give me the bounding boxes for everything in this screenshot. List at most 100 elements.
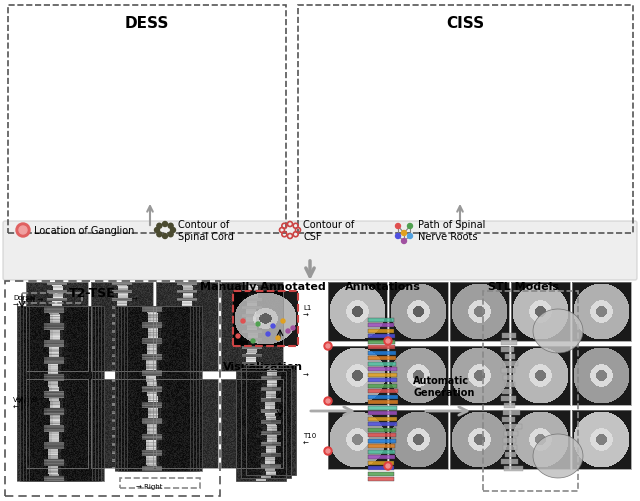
Bar — [156, 283, 218, 371]
Circle shape — [256, 322, 260, 326]
Circle shape — [326, 449, 330, 453]
Bar — [368, 449, 395, 453]
Bar — [120, 478, 200, 488]
Bar — [91, 283, 153, 371]
Circle shape — [384, 462, 392, 470]
Bar — [29, 307, 104, 481]
Bar — [389, 410, 448, 469]
Bar — [504, 382, 515, 387]
Bar — [124, 307, 199, 471]
Circle shape — [396, 234, 401, 239]
Bar — [328, 346, 387, 405]
Text: Location of Ganglion: Location of Ganglion — [34, 225, 134, 235]
Bar — [501, 459, 518, 464]
Text: Path of Spinal
Nerve Roots: Path of Spinal Nerve Roots — [418, 220, 485, 241]
Bar — [502, 361, 518, 366]
Bar — [17, 307, 92, 481]
Text: →: → — [132, 297, 138, 303]
Bar — [450, 410, 509, 469]
Bar — [368, 411, 397, 415]
Bar — [368, 367, 397, 371]
Circle shape — [271, 324, 275, 328]
Bar — [501, 396, 516, 401]
Circle shape — [168, 224, 173, 229]
Bar — [368, 460, 394, 464]
Bar — [505, 354, 515, 359]
Bar — [368, 466, 394, 470]
Polygon shape — [533, 434, 583, 478]
Bar — [127, 307, 202, 471]
Bar — [504, 466, 523, 471]
Bar — [328, 410, 387, 469]
Bar — [368, 428, 396, 432]
Circle shape — [157, 232, 162, 237]
Bar — [91, 379, 153, 468]
Bar — [500, 340, 517, 345]
Text: L1
→: L1 → — [303, 305, 312, 318]
Text: Ventral
←: Ventral ← — [13, 397, 38, 410]
Bar — [23, 307, 98, 481]
Bar — [368, 378, 397, 382]
Bar — [501, 347, 514, 352]
Bar — [246, 365, 296, 475]
Bar — [483, 292, 578, 491]
Circle shape — [163, 222, 168, 227]
Circle shape — [19, 226, 27, 234]
Bar — [368, 329, 394, 333]
Text: Contour of
CSF: Contour of CSF — [303, 220, 355, 241]
Bar — [511, 346, 570, 405]
Bar — [368, 384, 397, 388]
Circle shape — [401, 231, 406, 236]
Circle shape — [168, 232, 173, 237]
Text: Manually Annotated: Manually Annotated — [200, 282, 326, 292]
Bar — [505, 452, 516, 457]
Bar — [20, 307, 95, 481]
Text: DESS: DESS — [125, 16, 169, 31]
Circle shape — [291, 326, 295, 330]
Text: →: → — [303, 372, 309, 378]
Bar — [389, 283, 448, 341]
Bar — [389, 346, 448, 405]
Bar — [450, 283, 509, 341]
Circle shape — [16, 223, 30, 237]
Bar — [368, 406, 397, 410]
Bar — [502, 389, 512, 394]
Bar — [502, 417, 515, 422]
Bar — [26, 379, 88, 468]
Circle shape — [154, 228, 159, 233]
Bar — [22, 294, 82, 304]
Bar — [368, 362, 396, 366]
Circle shape — [170, 228, 175, 233]
Bar — [572, 410, 631, 469]
Bar — [368, 417, 397, 421]
Text: Visualization: Visualization — [223, 361, 303, 371]
Bar — [368, 438, 396, 442]
Circle shape — [326, 344, 330, 348]
Bar — [368, 444, 396, 448]
Text: T2-TSE: T2-TSE — [69, 287, 116, 300]
Text: Left →: Left → — [22, 297, 44, 303]
Circle shape — [163, 234, 168, 239]
Bar — [368, 395, 398, 399]
Bar — [368, 477, 394, 481]
Bar — [501, 368, 515, 373]
Text: Automatic
Generation: Automatic Generation — [413, 375, 474, 397]
Circle shape — [157, 224, 162, 229]
Circle shape — [386, 464, 390, 468]
Bar — [368, 400, 397, 404]
Bar — [502, 375, 513, 380]
Bar — [503, 438, 516, 443]
Circle shape — [324, 342, 332, 350]
Text: Dorsal
→: Dorsal → — [13, 295, 35, 308]
Bar — [368, 373, 397, 377]
Circle shape — [281, 319, 285, 323]
Circle shape — [251, 339, 255, 343]
Bar — [115, 307, 190, 471]
Bar — [572, 283, 631, 341]
Text: Annotations: Annotations — [345, 282, 421, 292]
Circle shape — [236, 334, 240, 338]
Circle shape — [326, 399, 330, 403]
Bar — [368, 351, 396, 355]
Bar — [233, 292, 298, 346]
Bar — [368, 356, 396, 360]
